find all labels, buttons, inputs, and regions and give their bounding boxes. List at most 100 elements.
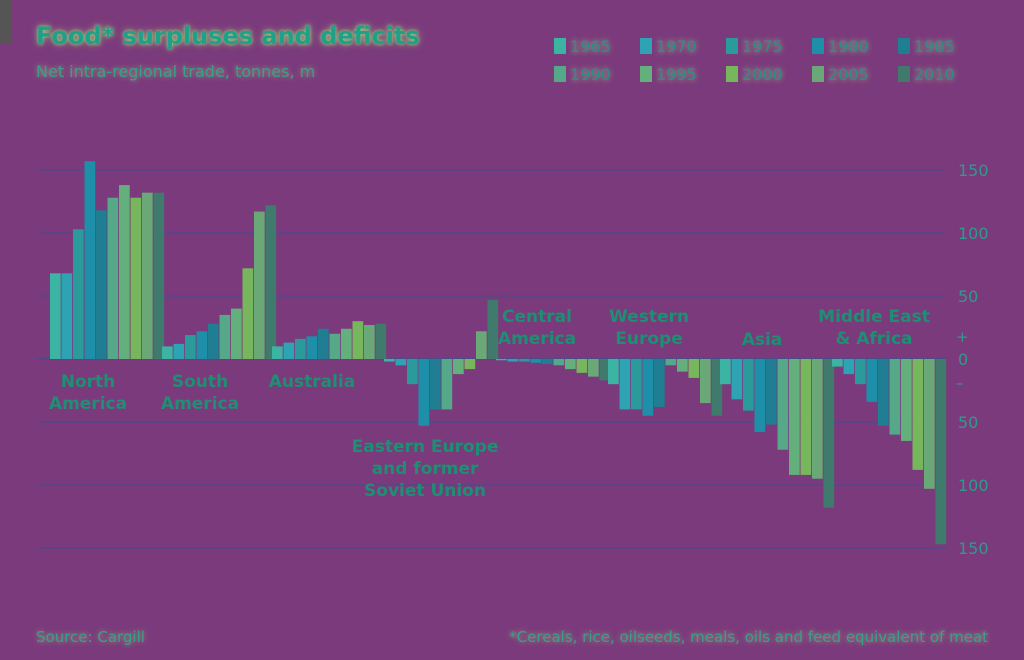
bar-7-1985 — [878, 359, 889, 426]
bar-1-1985 — [208, 323, 219, 359]
y-tick-label: 150 — [958, 161, 989, 180]
bar-4-1975 — [519, 359, 530, 362]
bar-1-1980 — [196, 331, 208, 359]
bar-0-2000 — [130, 197, 142, 359]
bar-0-2005 — [142, 192, 153, 359]
bar-1-2010 — [265, 205, 277, 359]
legend-label: 2005 — [828, 64, 869, 84]
bar-6-1970 — [731, 359, 743, 400]
bar-2-1965 — [272, 346, 283, 359]
bar-0-2010 — [153, 192, 165, 359]
bar-5-2000 — [688, 359, 700, 378]
y-tick-label: 100 — [958, 476, 989, 495]
bar-6-1995 — [789, 359, 800, 475]
bar-4-2005 — [588, 359, 599, 377]
bar-6-1975 — [743, 359, 754, 411]
corner-mark — [0, 0, 12, 44]
bar-7-1980 — [866, 359, 878, 402]
bar-6-2010 — [823, 359, 835, 508]
bar-6-2000 — [800, 359, 812, 475]
chart-legend: 1965 1970 1975 1980 1985 1990 1995 2000 2005 2010 — [554, 32, 994, 88]
category-label: and former — [372, 459, 479, 479]
bar-5-1965 — [608, 359, 619, 385]
category-label: Australia — [269, 372, 356, 392]
bar-1-1965 — [162, 346, 173, 359]
y-tick-label: 0 — [958, 350, 968, 369]
legend-label: 2010 — [914, 64, 955, 84]
category-label: South — [172, 372, 228, 392]
bar-7-2010 — [935, 359, 947, 545]
legend-swatch — [812, 38, 824, 54]
y-tick-label: 150 — [958, 539, 989, 558]
legend-item-1985: 1985 — [898, 32, 984, 60]
bar-4-2010 — [599, 359, 611, 381]
bar-2-1990 — [329, 333, 341, 359]
bar-0-1970 — [61, 273, 73, 359]
category-label: America — [161, 394, 239, 414]
chart-subtitle: Net intra-regional trade, tonnes, m — [36, 62, 316, 81]
legend-swatch — [554, 38, 566, 54]
category-label: America — [498, 329, 576, 349]
y-tick-label: 100 — [958, 224, 989, 243]
bar-3-1995 — [453, 359, 464, 375]
legend-item-1970: 1970 — [640, 32, 726, 60]
bar-7-2005 — [924, 359, 935, 489]
legend-swatch — [898, 38, 910, 54]
bar-5-1995 — [677, 359, 688, 372]
bar-4-1980 — [530, 359, 542, 363]
bar-2-2005 — [364, 324, 375, 359]
bar-1-2005 — [254, 211, 265, 359]
category-label: Soviet Union — [364, 481, 486, 501]
category-label: Eastern Europe — [352, 437, 499, 457]
bar-2-1980 — [306, 336, 318, 359]
category-label: North — [61, 372, 116, 392]
bar-7-1990 — [889, 359, 901, 435]
source-note: Source: Cargill — [36, 628, 145, 646]
legend-item-2000: 2000 — [726, 60, 812, 88]
bar-3-1980 — [418, 359, 430, 426]
category-label: America — [49, 394, 127, 414]
legend-label: 1995 — [656, 64, 697, 84]
category-label: Europe — [615, 329, 682, 349]
y-tick-label: 50 — [958, 413, 978, 432]
bar-2-2010 — [375, 323, 387, 359]
bar-0-1975 — [73, 229, 84, 359]
bar-0-1990 — [107, 197, 119, 359]
bar-0-1965 — [50, 273, 61, 359]
bar-4-1970 — [507, 359, 519, 362]
y-tick-label: 50 — [958, 287, 978, 306]
bar-1-2000 — [242, 268, 254, 359]
bar-5-1975 — [631, 359, 642, 410]
bar-5-1980 — [642, 359, 654, 416]
bar-1-1995 — [231, 308, 242, 359]
legend-label: 1980 — [828, 36, 869, 56]
bar-6-2005 — [812, 359, 823, 479]
bar-3-1965 — [384, 359, 395, 362]
bar-4-2000 — [576, 359, 588, 373]
bar-2-2000 — [352, 321, 364, 359]
bar-3-1985 — [430, 359, 441, 410]
bar-0-1980 — [84, 161, 96, 359]
legend-label: 1985 — [914, 36, 955, 56]
legend-item-1980: 1980 — [812, 32, 898, 60]
bar-6-1990 — [777, 359, 789, 450]
footnote: *Cereals, rice, oilseeds, meals, oils an… — [509, 628, 988, 646]
legend-item-1990: 1990 — [554, 60, 640, 88]
bar-7-1975 — [855, 359, 866, 385]
negative-marker: – — [956, 374, 964, 392]
legend-item-2010: 2010 — [898, 60, 984, 88]
bar-5-2010 — [711, 359, 723, 416]
bar-3-2000 — [464, 359, 476, 370]
bar-4-1965 — [496, 359, 507, 361]
bar-5-1990 — [665, 359, 677, 366]
legend-swatch — [898, 66, 910, 82]
bar-4-1990 — [553, 359, 565, 366]
legend-swatch — [726, 38, 738, 54]
legend-label: 1965 — [570, 36, 611, 56]
legend-swatch — [726, 66, 738, 82]
legend-swatch — [640, 38, 652, 54]
bar-3-2010 — [487, 299, 499, 359]
legend-item-1975: 1975 — [726, 32, 812, 60]
bar-5-2005 — [700, 359, 711, 404]
bar-7-1965 — [832, 359, 843, 367]
